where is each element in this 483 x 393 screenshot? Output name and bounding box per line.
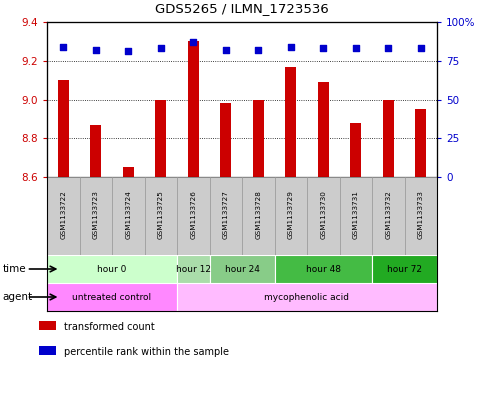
Bar: [210, 255, 274, 283]
Text: hour 48: hour 48: [306, 264, 341, 274]
Text: untreated control: untreated control: [72, 292, 152, 301]
Bar: [274, 255, 372, 283]
Text: mycophenolic acid: mycophenolic acid: [265, 292, 350, 301]
Bar: [177, 255, 210, 283]
Bar: [90, 125, 101, 177]
Bar: [47, 255, 177, 283]
Bar: [57, 80, 69, 177]
Bar: [177, 177, 210, 255]
Point: [222, 47, 229, 53]
Point: [319, 45, 327, 51]
Bar: [285, 66, 297, 177]
Bar: [415, 109, 426, 177]
Text: hour 0: hour 0: [97, 264, 127, 274]
Bar: [210, 177, 242, 255]
Bar: [39, 346, 56, 355]
Bar: [80, 177, 112, 255]
Bar: [187, 41, 199, 177]
Point: [384, 45, 392, 51]
Bar: [112, 177, 144, 255]
Bar: [372, 177, 404, 255]
Text: GSM1133725: GSM1133725: [158, 190, 164, 239]
Bar: [274, 177, 307, 255]
Point: [189, 39, 197, 45]
Text: GSM1133731: GSM1133731: [353, 190, 359, 239]
Text: GSM1133723: GSM1133723: [93, 190, 99, 239]
Text: hour 72: hour 72: [387, 264, 422, 274]
Text: GDS5265 / ILMN_1723536: GDS5265 / ILMN_1723536: [155, 2, 329, 15]
Text: percentile rank within the sample: percentile rank within the sample: [64, 347, 229, 357]
Text: GSM1133728: GSM1133728: [255, 190, 261, 239]
Text: hour 24: hour 24: [225, 264, 259, 274]
Point: [417, 45, 425, 51]
Point: [255, 47, 262, 53]
Bar: [47, 177, 80, 255]
Bar: [372, 255, 437, 283]
Point: [157, 45, 165, 51]
Bar: [317, 82, 329, 177]
Text: hour 12: hour 12: [176, 264, 211, 274]
Text: GSM1133726: GSM1133726: [190, 190, 196, 239]
Bar: [155, 99, 167, 177]
Text: GSM1133727: GSM1133727: [223, 190, 229, 239]
Bar: [123, 167, 134, 177]
Bar: [144, 177, 177, 255]
Text: GSM1133733: GSM1133733: [418, 190, 424, 239]
Text: time: time: [2, 264, 26, 274]
Point: [59, 44, 67, 50]
Bar: [404, 177, 437, 255]
Bar: [253, 99, 264, 177]
Bar: [47, 283, 177, 311]
Bar: [242, 177, 274, 255]
Bar: [383, 99, 394, 177]
Bar: [177, 283, 437, 311]
Text: GSM1133722: GSM1133722: [60, 190, 66, 239]
Text: GSM1133730: GSM1133730: [320, 190, 326, 239]
Bar: [350, 123, 361, 177]
Bar: [307, 177, 340, 255]
Point: [287, 44, 295, 50]
Point: [352, 45, 360, 51]
Point: [125, 48, 132, 55]
Text: GSM1133729: GSM1133729: [288, 190, 294, 239]
Text: GSM1133732: GSM1133732: [385, 190, 391, 239]
Bar: [340, 177, 372, 255]
Text: GSM1133724: GSM1133724: [125, 190, 131, 239]
Bar: [220, 103, 231, 177]
Point: [92, 47, 99, 53]
Text: transformed count: transformed count: [64, 322, 155, 332]
Text: agent: agent: [2, 292, 32, 302]
Bar: [39, 321, 56, 330]
